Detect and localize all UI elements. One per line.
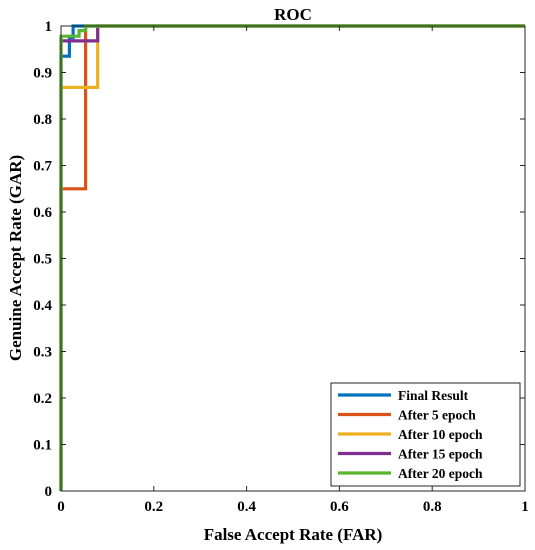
legend-entry-label: After 10 epoch xyxy=(398,427,483,442)
y-tick-label: 0.4 xyxy=(33,298,52,314)
y-tick-label: 0 xyxy=(45,484,53,500)
legend-entry-label: After 5 epoch xyxy=(398,408,476,423)
y-tick-label: 0.6 xyxy=(33,205,52,221)
x-tick-label: 0.8 xyxy=(423,499,442,515)
ticks-group: 0 0.2 0.4 0.6 0.8 1 0 0.1 0.2 0.3 0.4 0.5 0.6 0.7 0.8 0… xyxy=(33,19,529,515)
y-tick-label: 0.3 xyxy=(33,345,52,361)
x-tick-label: 0 xyxy=(57,499,65,515)
legend-entry-label: Final Result xyxy=(398,388,469,403)
x-tick-label: 0.6 xyxy=(330,499,349,515)
y-tick-label: 0.7 xyxy=(33,159,52,175)
legend: Final Result After 5 epoch After 10 epoch A… xyxy=(330,382,521,487)
chart-title: ROC xyxy=(274,5,312,24)
y-tick-label: 0.2 xyxy=(33,391,52,407)
legend-entry-label: After 20 epoch xyxy=(398,466,483,481)
y-tick-label: 1 xyxy=(45,19,53,35)
y-tick-label: 0.1 xyxy=(33,438,52,454)
x-tick-label: 0.4 xyxy=(237,499,256,515)
x-tick-label: 0.2 xyxy=(144,499,163,515)
y-tick-label: 0.8 xyxy=(33,112,52,128)
y-tick-label: 0.5 xyxy=(33,252,52,268)
y-tick-label: 0.9 xyxy=(33,66,52,82)
legend-entry-label: After 15 epoch xyxy=(398,447,483,462)
y-axis-label: Genuine Accept Rate (GAR) xyxy=(6,155,25,361)
x-axis-label: False Accept Rate (FAR) xyxy=(204,525,383,544)
x-tick-label: 1 xyxy=(521,499,529,515)
